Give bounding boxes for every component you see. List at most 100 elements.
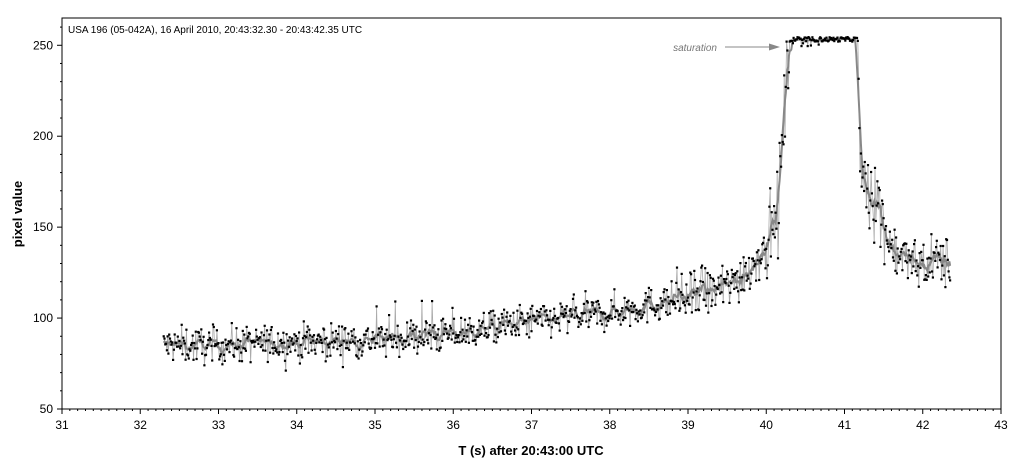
data-point (513, 324, 516, 327)
data-point (581, 319, 584, 322)
data-point (539, 315, 542, 318)
data-point (425, 321, 428, 325)
data-point (767, 238, 770, 241)
data-point (755, 251, 758, 254)
data-point (514, 334, 517, 337)
data-point (885, 239, 888, 242)
data-point (647, 286, 650, 289)
data-point (187, 357, 190, 360)
data-point (643, 311, 646, 314)
data-point (247, 335, 250, 338)
data-point (459, 331, 462, 334)
data-point (751, 257, 754, 260)
data-point (560, 305, 564, 308)
data-point (632, 311, 635, 314)
data-point (776, 257, 780, 260)
data-point (649, 306, 652, 309)
x-tick-label: 36 (447, 418, 461, 432)
data-point (391, 346, 395, 349)
data-point (591, 304, 594, 307)
data-point (430, 347, 433, 350)
data-point (583, 311, 586, 315)
data-point (215, 344, 218, 347)
data-point (528, 336, 531, 339)
data-point (280, 341, 283, 345)
x-tick-label: 37 (525, 418, 539, 432)
data-point (358, 348, 361, 351)
data-point (550, 326, 553, 329)
data-point (267, 339, 270, 342)
data-point (424, 328, 427, 331)
data-point (298, 331, 301, 334)
data-point (674, 307, 677, 310)
data-point (241, 329, 244, 332)
data-point (743, 289, 746, 292)
data-point (571, 313, 574, 316)
data-point (285, 333, 288, 336)
data-point (392, 338, 395, 341)
data-point (897, 261, 900, 264)
data-point (481, 320, 485, 323)
data-point (689, 271, 692, 274)
data-point (359, 338, 362, 341)
data-point (437, 328, 440, 331)
data-point (668, 302, 671, 305)
data-point (470, 324, 473, 328)
data-point (560, 312, 563, 315)
data-point (176, 335, 179, 338)
data-point (838, 40, 841, 43)
data-point (237, 346, 240, 349)
data-point (625, 301, 629, 304)
data-point (455, 334, 458, 337)
data-point (398, 339, 402, 342)
data-point (250, 339, 253, 343)
data-point (907, 249, 910, 252)
data-point (903, 242, 906, 245)
data-point (708, 274, 711, 277)
data-point (730, 268, 733, 271)
data-point (786, 49, 789, 52)
data-point (362, 344, 365, 347)
data-point (287, 345, 290, 348)
data-point (321, 350, 324, 354)
data-point (906, 261, 909, 264)
data-point (226, 342, 229, 346)
data-point (647, 296, 650, 299)
data-point (348, 348, 351, 351)
data-point (253, 345, 256, 348)
data-point (726, 270, 729, 273)
data-point (240, 351, 243, 354)
data-point (569, 308, 572, 311)
data-point (169, 340, 172, 343)
data-point (222, 341, 225, 344)
data-point (773, 205, 776, 208)
data-point (848, 37, 851, 40)
data-point (389, 336, 392, 339)
data-point (546, 318, 549, 321)
data-point (456, 336, 459, 339)
data-point (699, 280, 702, 283)
data-point (716, 287, 719, 291)
data-point (270, 326, 273, 329)
data-point (352, 340, 355, 343)
data-point (402, 347, 405, 351)
data-point (843, 37, 846, 41)
data-point (800, 45, 803, 48)
data-point (364, 333, 367, 336)
data-point (179, 347, 182, 350)
data-point (495, 341, 498, 344)
data-point (525, 333, 528, 336)
data-point (924, 274, 927, 277)
data-point (758, 278, 761, 282)
data-point (683, 300, 686, 303)
data-point (472, 325, 475, 328)
data-point (395, 346, 398, 349)
data-point (305, 336, 308, 339)
data-point (714, 303, 717, 306)
data-point (377, 327, 380, 330)
data-point (676, 300, 679, 303)
data-point (665, 311, 668, 314)
data-point (630, 311, 633, 314)
data-point (456, 340, 459, 344)
